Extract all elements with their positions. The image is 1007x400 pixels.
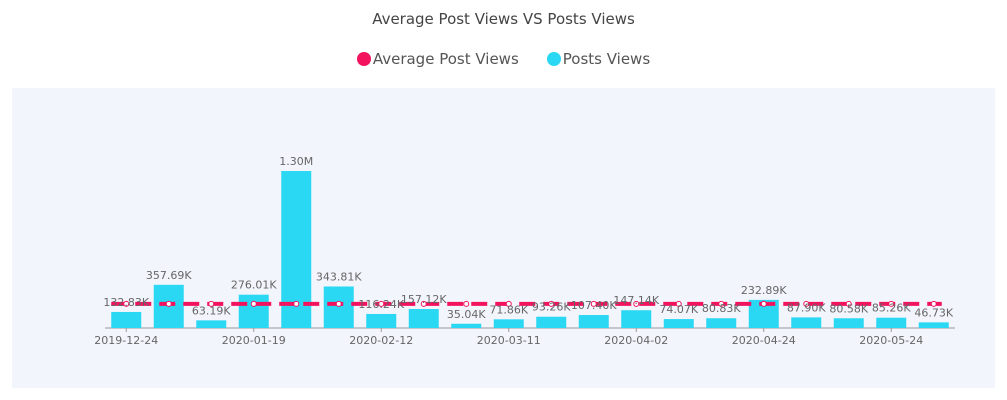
average-point [590, 300, 597, 307]
data-label: 116.24K [358, 298, 404, 311]
bar[interactable] [918, 322, 949, 328]
bar[interactable] [493, 319, 524, 328]
x-tick-label: 2020-02-12 [349, 334, 413, 347]
average-point [633, 300, 640, 307]
x-tick-label: 2020-03-11 [477, 334, 541, 347]
average-point [123, 300, 130, 307]
bar[interactable] [408, 309, 439, 328]
average-point [165, 300, 172, 307]
x-tick-label: 2020-05-24 [859, 334, 923, 347]
data-label: 80.58K [829, 302, 868, 315]
bar[interactable] [366, 313, 397, 328]
average-point [718, 300, 725, 307]
average-point [505, 300, 512, 307]
average-point [378, 300, 385, 307]
bar[interactable] [578, 315, 609, 328]
average-point [420, 300, 427, 307]
data-label: 132.83K [103, 296, 149, 309]
bar[interactable] [706, 318, 737, 328]
bar[interactable] [791, 317, 822, 328]
average-point [335, 300, 342, 307]
average-point [675, 300, 682, 307]
legend-posts-label: Posts Views [562, 50, 651, 68]
average-point [930, 300, 937, 307]
bar[interactable] [833, 318, 864, 328]
data-label: 46.73K [914, 306, 953, 319]
average-point [803, 300, 810, 307]
data-label: 343.81K [316, 270, 362, 283]
data-label: 232.89K [741, 284, 787, 297]
data-label: 63.19K [192, 304, 231, 317]
legend-average-marker [356, 52, 371, 66]
data-label: 357.69K [146, 269, 192, 282]
bar[interactable] [323, 286, 354, 328]
x-tick-label: 2020-04-02 [604, 334, 668, 347]
data-label: 147.14K [613, 294, 659, 307]
average-point [760, 300, 767, 307]
plot-area [12, 88, 995, 388]
chart-title: Average Post Views VS Posts Views [372, 10, 635, 28]
data-label: 74.07K [659, 303, 698, 316]
data-label: 71.86K [489, 303, 528, 316]
bar[interactable] [876, 317, 907, 328]
bar[interactable] [111, 311, 142, 328]
bar[interactable] [238, 294, 269, 328]
average-point [548, 300, 555, 307]
average-point [293, 300, 300, 307]
x-tick-label: 2020-04-24 [732, 334, 796, 347]
data-label: 85.26K [872, 302, 911, 315]
data-label: 157.12K [401, 293, 447, 306]
bar[interactable] [663, 319, 694, 328]
x-tick-label: 2020-01-19 [222, 334, 286, 347]
average-point [845, 300, 852, 307]
average-point [208, 300, 215, 307]
average-point [463, 300, 470, 307]
bar[interactable] [621, 310, 652, 328]
legend-item-posts[interactable]: Posts Views [546, 50, 651, 68]
legend-average-label: Average Post Views [372, 50, 519, 68]
data-label: 276.01K [231, 279, 277, 292]
data-label: 107.40K [571, 299, 617, 312]
legend-posts-marker [546, 52, 561, 66]
bar[interactable] [536, 316, 567, 328]
legend-item-average[interactable]: Average Post Views [356, 50, 519, 68]
data-label: 93.26K [532, 301, 571, 314]
bar[interactable] [196, 320, 227, 328]
bar[interactable] [451, 323, 482, 328]
legend: Average Post Views Posts Views [0, 50, 1007, 68]
data-label: 87.90K [787, 301, 826, 314]
average-point [250, 300, 257, 307]
average-point [888, 300, 895, 307]
data-label: 80.83K [702, 302, 741, 315]
data-label: 35.04K [447, 308, 486, 321]
x-tick-label: 2019-12-24 [94, 334, 158, 347]
data-label: 1.30M [279, 155, 313, 168]
